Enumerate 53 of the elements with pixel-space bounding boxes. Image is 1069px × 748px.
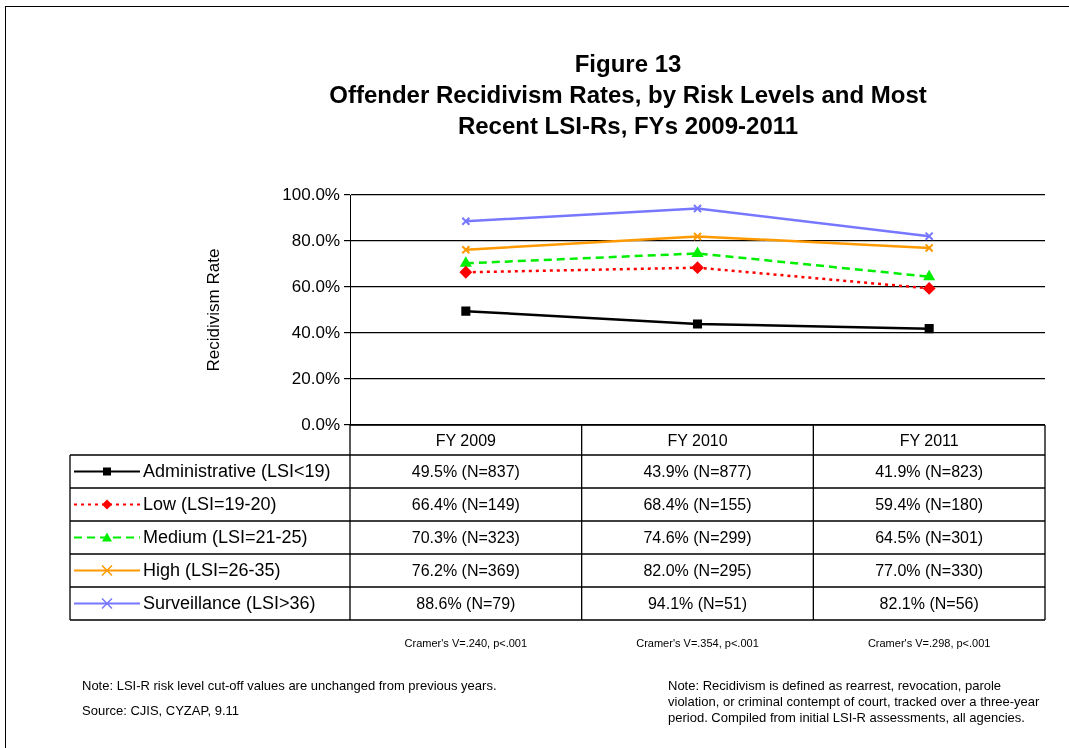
- point: [459, 266, 472, 279]
- point: [692, 319, 703, 329]
- point: [692, 231, 703, 241]
- point: [461, 245, 471, 255]
- point: [460, 257, 472, 267]
- point: [924, 231, 934, 241]
- data-label: 74.6% (N=299): [643, 528, 752, 546]
- data-label: 88.6% (N=79): [416, 594, 516, 612]
- data-label: 49.5% (N=837): [411, 462, 520, 480]
- point: [924, 243, 934, 253]
- legend-label: Surveillance (LSI>36): [143, 593, 316, 614]
- text: Cramer's V=.354, p<.001: [636, 637, 759, 649]
- source-note: Source: CJIS, CYZAP, 9.11: [82, 703, 240, 718]
- y-tick-label: 0.0%: [301, 414, 340, 434]
- y-tick-label: 20.0%: [291, 368, 340, 388]
- text: Note: LSI-R risk level cut-off values are unchanged from previous years.: [82, 678, 497, 693]
- text: Cramer's V=.298, p<.001: [867, 637, 991, 649]
- y-tick-label: 40.0%: [291, 322, 340, 342]
- text: Note: Recidivism is defined as rearrest, revocation, parole violation, or criminal contempt of court, tracked over a three-year period. Compiled from initial LSI-R assessments, all agencies.: [668, 678, 1041, 725]
- y-tick-label: 80.0%: [291, 230, 340, 250]
- point: [923, 282, 936, 295]
- data-label: 82.0% (N=295): [643, 561, 752, 579]
- chart-title: Figure 13: [574, 50, 682, 77]
- legend-label: High (LSI=26-35): [143, 560, 281, 581]
- y-axis-title: Recidivism Rate: [203, 248, 223, 372]
- data-label: 66.4% (N=149): [411, 495, 520, 513]
- point: [692, 204, 703, 214]
- data-label: 68.4% (N=155): [643, 495, 752, 513]
- x-tick-label: FY 2011: [899, 432, 959, 450]
- data-label: 94.1% (N=51): [647, 594, 748, 612]
- y-tick-label: 60.0%: [291, 276, 340, 296]
- point: [923, 270, 935, 281]
- data-label: 43.9% (N=877): [643, 462, 752, 480]
- data-label: 64.5% (N=301): [875, 528, 984, 546]
- data-label: 82.1% (N=56): [879, 594, 979, 612]
- legend-label: Administrative (LSI<19): [143, 461, 331, 482]
- legend-label: Medium (LSI=21-25): [143, 527, 308, 548]
- point: [461, 216, 471, 226]
- y-tick-label: 100.0%: [282, 184, 340, 204]
- data-label: 70.3% (N=323): [411, 528, 520, 546]
- data-label: 41.9% (N=823): [875, 462, 984, 480]
- x-tick-label: FY 2009: [435, 432, 497, 450]
- point: [461, 306, 471, 316]
- data-label: 77.0% (N=330): [875, 561, 984, 579]
- chart-subtitle: Offender Recidivism Rates, by Risk Levels and Most Recent LSI-Rs, FYs 2009-2011: [329, 81, 927, 139]
- legend-label: Low (LSI=19-20): [143, 494, 277, 515]
- point: [692, 247, 703, 257]
- point: [924, 324, 934, 334]
- point: [691, 261, 704, 274]
- x-tick-label: FY 2010: [667, 432, 728, 450]
- data-label: 76.2% (N=369): [411, 561, 520, 579]
- data-label: 59.4% (N=180): [875, 495, 984, 513]
- text: Cramer's V=.240, p<.001: [404, 637, 528, 649]
